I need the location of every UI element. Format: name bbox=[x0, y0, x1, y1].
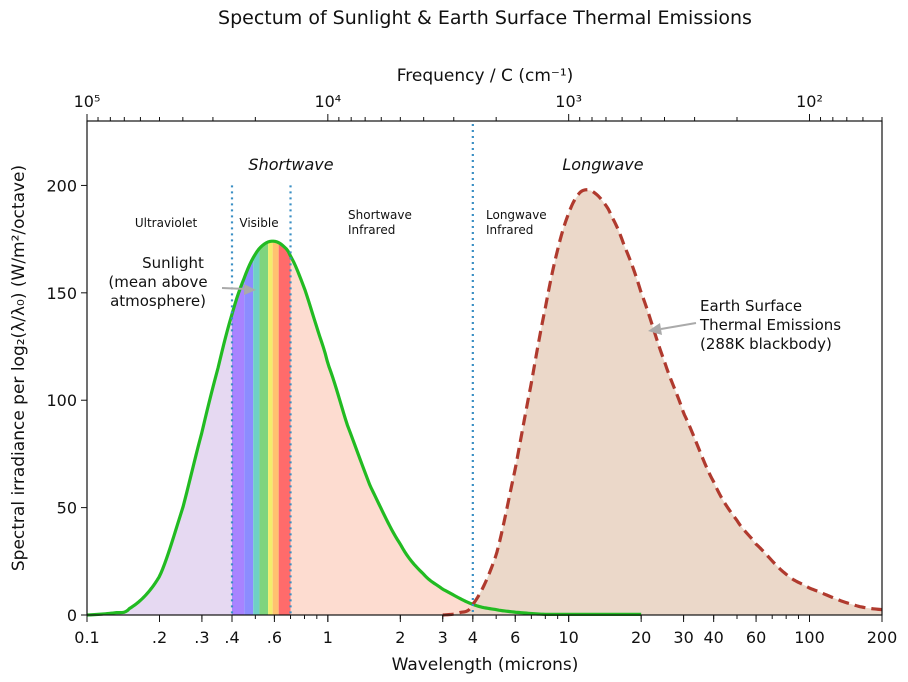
x-tick-label: 40 bbox=[703, 628, 723, 647]
sunlight-arrow-line bbox=[221, 287, 247, 290]
top-tick-label: 10⁴ bbox=[314, 92, 341, 111]
visible-band-6 bbox=[272, 241, 279, 615]
x-axis-label: Wavelength (microns) bbox=[392, 655, 579, 675]
ultraviolet-fill bbox=[87, 314, 232, 615]
visible-band-4 bbox=[259, 241, 269, 616]
x-tick-label: 3 bbox=[438, 628, 448, 647]
x-tick-label: 100 bbox=[794, 628, 825, 647]
shortwave-ir-fill bbox=[290, 256, 558, 615]
x-tick-label: .6 bbox=[267, 628, 282, 647]
visible-band-7 bbox=[278, 242, 291, 615]
x-tick-label: 6 bbox=[510, 628, 520, 647]
visible-band-3 bbox=[253, 248, 260, 615]
visible-color-bands bbox=[232, 241, 291, 616]
y-tick-label-50: 50 bbox=[57, 499, 77, 518]
x-tick-label: .2 bbox=[152, 628, 167, 647]
earth-annotation-line2: Thermal Emissions bbox=[699, 316, 841, 334]
sunlight-line bbox=[86, 239, 642, 617]
x-tick-label: 60 bbox=[746, 628, 766, 647]
longwave-fill bbox=[442, 189, 882, 615]
region-labels: Shortwave Longwave Ultraviolet Visible S… bbox=[135, 155, 644, 237]
annotations: Sunlight (mean above atmosphere) Earth S… bbox=[108, 254, 841, 353]
earth-arrow-line bbox=[660, 322, 697, 330]
y-tick-label-200: 200 bbox=[46, 176, 77, 195]
longwave-ir-label-line1: Longwave bbox=[486, 208, 547, 222]
y-tick-label-100: 100 bbox=[46, 391, 77, 410]
earth-annotation-line1: Earth Surface bbox=[700, 297, 802, 315]
shortwave-ir-label-line2: Infrared bbox=[348, 223, 395, 237]
sunlight-annotation-line3: atmosphere) bbox=[110, 292, 206, 310]
shortwave-ir-label-line1: Shortwave bbox=[348, 208, 412, 222]
y-tick-label-150: 150 bbox=[46, 284, 77, 303]
x-tick-label: 200 bbox=[867, 628, 898, 647]
visible-band-2 bbox=[244, 257, 254, 615]
x-tick-label: .4 bbox=[224, 628, 239, 647]
top-tick-label: 10³ bbox=[555, 92, 582, 111]
x-tick-label: 0.1 bbox=[74, 628, 99, 647]
sunlight-annotation-line1: Sunlight bbox=[142, 254, 204, 272]
top-tick-label: 10⁵ bbox=[74, 92, 101, 111]
x-tick-label: .3 bbox=[194, 628, 209, 647]
earth-emission-line bbox=[442, 188, 883, 617]
longwave-label: Longwave bbox=[562, 155, 643, 174]
shortwave-label: Shortwave bbox=[248, 155, 333, 174]
top-tick-label: 10² bbox=[796, 92, 823, 111]
sunlight-arrow-head bbox=[244, 284, 256, 295]
visible-label: Visible bbox=[239, 216, 278, 230]
series-lines bbox=[86, 188, 883, 617]
visible-band-5 bbox=[268, 241, 273, 615]
x-tick-label: 10 bbox=[558, 628, 578, 647]
ultraviolet-label: Ultraviolet bbox=[135, 216, 198, 230]
chart-title: Spectum of Sunlight & Earth Surface Ther… bbox=[218, 7, 752, 29]
x-tick-label: 1 bbox=[323, 628, 333, 647]
y-axis-label: Spectral irradiance per log₂(λ/λ₀) (W/m²… bbox=[9, 165, 29, 571]
visible-band-1 bbox=[232, 277, 245, 615]
earth-annotation-line3: (288K blackbody) bbox=[700, 335, 832, 353]
earth-arrow-head bbox=[648, 323, 662, 335]
x-tick-label: 20 bbox=[631, 628, 651, 647]
x-tick-label: 4 bbox=[468, 628, 478, 647]
plot-frame bbox=[86, 120, 883, 616]
x-tick-label: 30 bbox=[673, 628, 693, 647]
sunlight-annotation-line2: (mean above bbox=[108, 273, 207, 291]
longwave-ir-label-line2: Infrared bbox=[486, 223, 533, 237]
y-tick-label-0: 0 bbox=[67, 606, 77, 625]
x-tick-label: 2 bbox=[395, 628, 405, 647]
area-fills bbox=[87, 189, 882, 615]
axes: 0 50 100 150 200 0.1 .2 .3 .4 .6 1 2 3 4 6 10 20 30 40 60 10… bbox=[46, 92, 897, 647]
top-axis-label: Frequency / C (cm⁻¹) bbox=[397, 66, 574, 86]
region-dividers bbox=[230, 124, 474, 615]
